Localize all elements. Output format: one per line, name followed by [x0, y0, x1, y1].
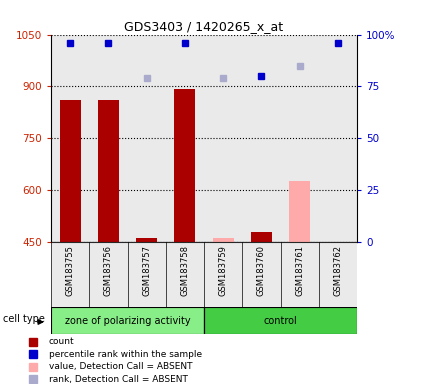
Bar: [174, 89, 196, 242]
Text: GSM183755: GSM183755: [65, 245, 75, 296]
Bar: [319, 242, 357, 307]
Bar: [89, 242, 128, 307]
Bar: [289, 181, 310, 242]
Bar: [204, 242, 242, 307]
Bar: [204, 35, 242, 242]
Bar: [242, 242, 280, 307]
Bar: [128, 35, 166, 242]
Bar: [280, 35, 319, 242]
Text: percentile rank within the sample: percentile rank within the sample: [48, 349, 202, 359]
Bar: [166, 35, 204, 242]
Bar: [51, 307, 204, 334]
Bar: [89, 35, 128, 242]
Bar: [98, 99, 119, 242]
Text: control: control: [264, 316, 298, 326]
Text: GSM183756: GSM183756: [104, 245, 113, 296]
Bar: [51, 35, 89, 242]
Text: GSM183758: GSM183758: [180, 245, 190, 296]
Text: GSM183762: GSM183762: [333, 245, 343, 296]
Text: GSM183757: GSM183757: [142, 245, 151, 296]
Bar: [166, 242, 204, 307]
Bar: [319, 35, 357, 242]
Title: GDS3403 / 1420265_x_at: GDS3403 / 1420265_x_at: [125, 20, 283, 33]
Text: value, Detection Call = ABSENT: value, Detection Call = ABSENT: [48, 362, 192, 371]
Bar: [242, 35, 280, 242]
Bar: [212, 238, 234, 242]
Bar: [204, 307, 357, 334]
Text: GSM183760: GSM183760: [257, 245, 266, 296]
Bar: [51, 242, 89, 307]
Bar: [128, 242, 166, 307]
Bar: [251, 232, 272, 242]
Text: GSM183761: GSM183761: [295, 245, 304, 296]
Bar: [280, 242, 319, 307]
Text: GSM183759: GSM183759: [218, 245, 228, 296]
Text: rank, Detection Call = ABSENT: rank, Detection Call = ABSENT: [48, 374, 187, 384]
Text: zone of polarizing activity: zone of polarizing activity: [65, 316, 190, 326]
Bar: [60, 100, 81, 242]
Text: count: count: [48, 337, 74, 346]
Bar: [136, 238, 157, 242]
Text: cell type: cell type: [3, 314, 45, 324]
